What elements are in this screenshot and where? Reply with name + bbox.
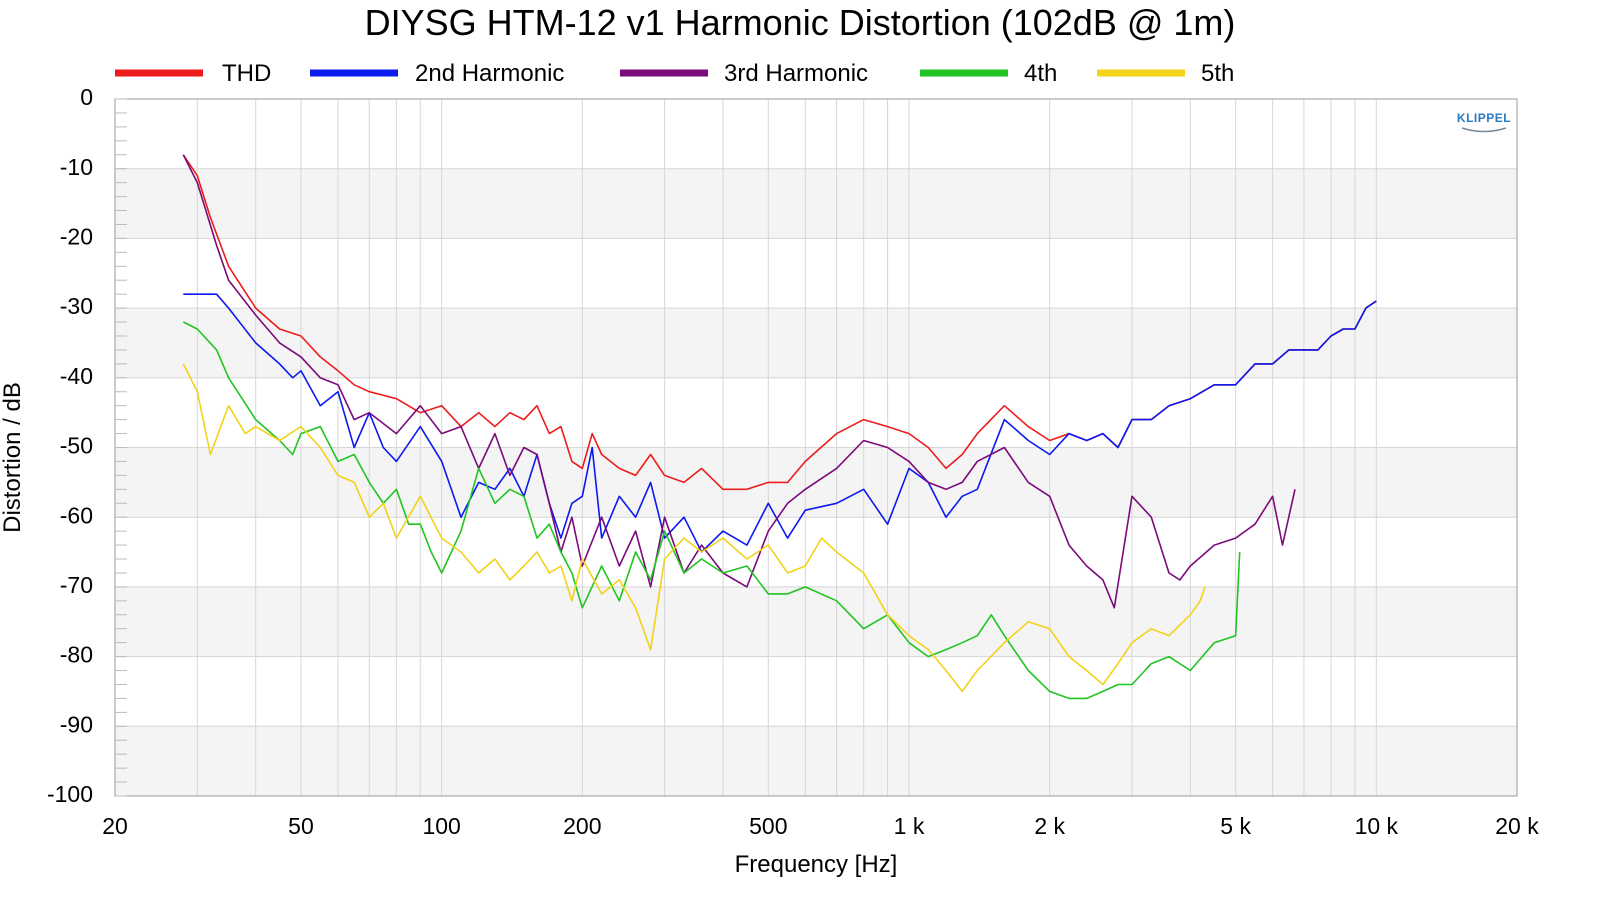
x-tick-label: 10 k (1355, 813, 1399, 839)
x-tick-label: 20 k (1495, 813, 1539, 839)
x-tick-labels: 20 50 100 200 500 1 k 2 k 5 k 10 k 20 k (102, 813, 1539, 839)
y-tick-label: -30 (60, 293, 93, 319)
background-band (115, 238, 1517, 309)
legend: THD 2nd Harmonic 3rd Harmonic 4th 5th (115, 60, 1234, 87)
x-tick-label: 2 k (1034, 813, 1065, 839)
x-tick-label: 20 (102, 813, 128, 839)
background-band (115, 99, 1517, 169)
legend-label: 5th (1201, 60, 1234, 87)
series-line-5th (182, 363, 1206, 693)
y-tick-labels: 0 -10 -20 -30 -40 -50 -60 -70 -80 -90 -100 (47, 84, 93, 807)
background-band (115, 656, 1517, 727)
y-axis-label: Distortion / dB (0, 382, 26, 533)
y-tick-label: 0 (80, 84, 93, 110)
background-bands (115, 99, 1517, 796)
x-axis-label: Frequency [Hz] (735, 851, 898, 878)
x-tick-label: 50 (288, 813, 314, 839)
background-band (115, 377, 1517, 448)
y-tick-label: -80 (60, 642, 93, 668)
x-tick-label: 1 k (894, 813, 925, 839)
y-tick-label: -50 (60, 433, 93, 459)
background-band (115, 168, 1517, 239)
y-tick-label: -70 (60, 572, 93, 598)
legend-label: 4th (1024, 60, 1057, 87)
legend-label: 3rd Harmonic (724, 60, 868, 87)
background-band (115, 726, 1517, 796)
y-minor-ticks (115, 98, 127, 797)
x-tick-label: 100 (422, 813, 460, 839)
y-tick-label: -40 (60, 363, 93, 389)
background-band (115, 517, 1517, 587)
background-band (115, 586, 1517, 657)
klippel-logo-arc (1461, 127, 1507, 133)
klippel-logo: KLIPPEL (1457, 111, 1511, 125)
y-tick-label: -10 (60, 154, 93, 180)
series-line-4th (182, 321, 1241, 700)
y-tick-label: -90 (60, 711, 93, 737)
series-line-2nd-harmonic (183, 293, 1377, 553)
y-tick-label: -100 (47, 781, 93, 807)
x-tick-label: 5 k (1220, 813, 1251, 839)
background-band (115, 308, 1517, 378)
series-lines (182, 154, 1377, 700)
x-tick-label: 200 (563, 813, 601, 839)
chart-title: DIYSG HTM-12 v1 Harmonic Distortion (102… (364, 2, 1236, 43)
y-tick-label: -20 (60, 223, 93, 249)
legend-label: 2nd Harmonic (415, 60, 564, 87)
y-tick-label: -60 (60, 502, 93, 528)
series-line-3rd-harmonic (182, 154, 1296, 609)
x-tick-label: 500 (749, 813, 787, 839)
legend-label: THD (222, 60, 271, 87)
